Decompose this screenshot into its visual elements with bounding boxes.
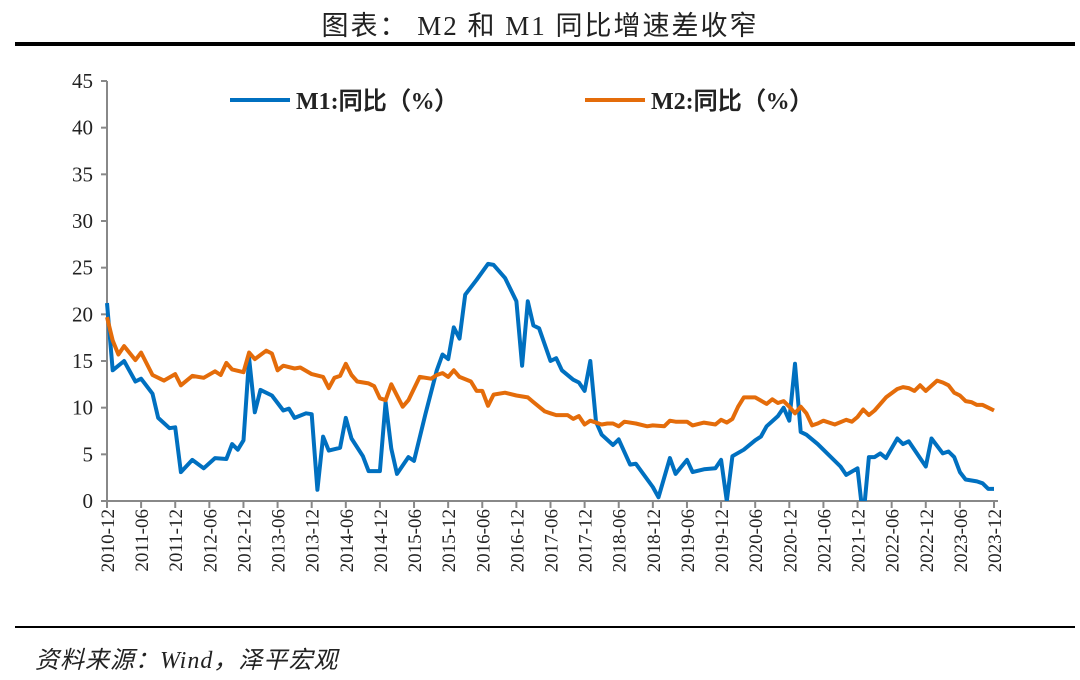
y-tick-label: 10 <box>72 396 93 420</box>
legend-label-m2: M2:同比（%） <box>651 88 814 115</box>
series-line-m1 <box>105 261 994 501</box>
x-tick-label: 2018-12 <box>644 509 665 572</box>
x-tick-label: 2023-06 <box>951 509 972 572</box>
y-tick-label: 25 <box>72 256 93 280</box>
y-tick-label: 30 <box>72 209 93 233</box>
footer-rule <box>15 626 1075 628</box>
legend-label-m1: M1:同比（%） <box>296 88 459 115</box>
y-tick-label: 45 <box>72 69 93 93</box>
x-tick-label: 2017-06 <box>542 509 563 572</box>
x-tick-label: 2017-12 <box>576 509 597 572</box>
x-tick-label: 2011-12 <box>166 509 187 572</box>
y-tick-label: 35 <box>72 162 93 186</box>
x-tick-label: 2016-06 <box>473 509 494 572</box>
x-tick-label: 2019-06 <box>678 509 699 572</box>
x-tick-label: 2011-06 <box>132 509 153 572</box>
y-axis: 0 5 10 15 20 25 30 35 40 45 <box>72 69 108 513</box>
x-tick-label: 2014-12 <box>371 509 392 572</box>
x-axis: 2010-12 2011-06 2011-12 2012-06 2012-12 2013-… <box>98 500 1006 572</box>
x-tick-label: 2021-06 <box>814 509 835 572</box>
x-tick-label: 2014-06 <box>337 509 358 572</box>
x-tick-label: 2012-06 <box>200 509 221 572</box>
x-tick-label: 2010-12 <box>98 509 119 572</box>
x-tick-label: 2015-12 <box>439 509 460 572</box>
y-tick-label: 15 <box>72 349 93 373</box>
x-tick-label: 2023-12 <box>985 509 1006 572</box>
x-tick-label: 2018-06 <box>610 509 631 572</box>
y-tick-label: 0 <box>83 489 94 513</box>
source-note: 资料来源：Wind，泽平宏观 <box>35 648 339 674</box>
y-tick-label: 40 <box>72 116 93 140</box>
x-tick-label: 2013-12 <box>303 509 324 572</box>
x-tick-label: 2020-06 <box>746 509 767 572</box>
y-tick-label: 20 <box>72 302 93 326</box>
x-tick-label: 2021-12 <box>849 509 870 572</box>
x-tick-label: 2022-06 <box>883 509 904 572</box>
chart-title: 图表： M2 和 M1 同比增速差收窄 <box>321 11 759 41</box>
series-line-m2 <box>105 316 995 429</box>
x-tick-label: 2015-06 <box>405 509 426 572</box>
y-tick-label: 5 <box>83 442 94 466</box>
legend: M1:同比（%） M2:同比（%） <box>230 88 814 115</box>
x-tick-label: 2013-06 <box>269 509 290 572</box>
x-tick-label: 2020-12 <box>780 509 801 572</box>
series-lines <box>105 261 995 501</box>
x-tick-label: 2012-12 <box>234 509 255 572</box>
x-tick-label: 2022-12 <box>917 509 938 572</box>
x-tick-label: 2019-12 <box>712 509 733 572</box>
title-rule <box>15 42 1075 46</box>
x-tick-label: 2016-12 <box>507 509 528 572</box>
